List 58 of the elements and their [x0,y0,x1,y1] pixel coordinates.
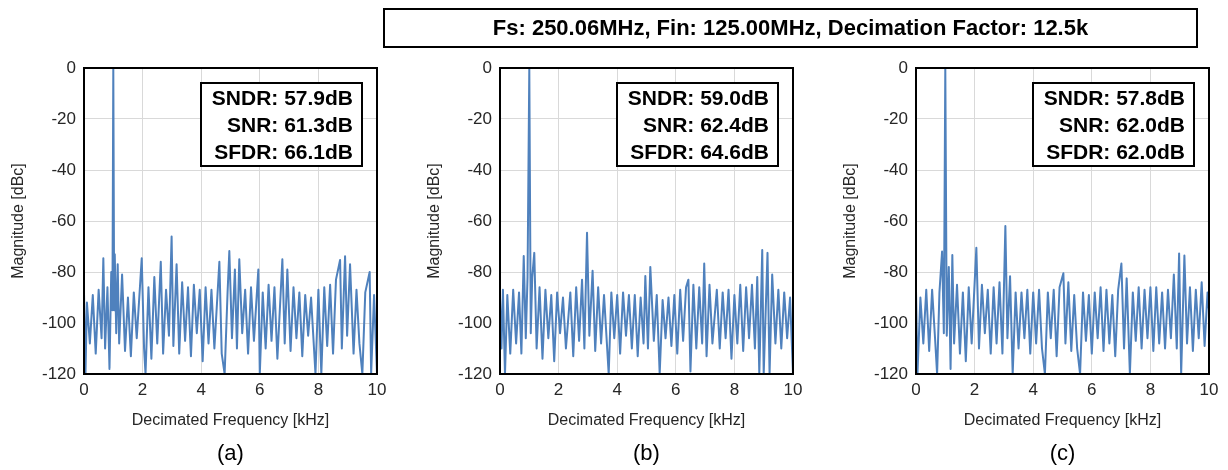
annotation: SNR: 61.3dB [225,112,353,138]
y-tick-label: -20 [467,108,492,128]
y-tick-label: 0 [898,57,908,77]
y-tick-label: -40 [883,159,908,179]
x-tick-label: 6 [671,379,681,399]
annotation: SFDR: 66.1dB [213,139,353,165]
x-tick-label: 8 [729,379,740,399]
x-tick-label: 8 [1145,379,1156,399]
x-tick-label: 4 [196,379,206,399]
y-tick-label: 0 [66,57,76,77]
y-tick-label: -80 [467,261,492,281]
text: (b) [632,440,661,466]
x-tick-label: 4 [612,379,622,399]
y-tick-label: -60 [883,210,908,230]
x-tick-label: 2 [969,379,980,399]
annotation: SFDR: 64.6dB [629,139,769,165]
y-tick-label: -100 [873,312,908,332]
y-tick-label: -20 [51,108,76,128]
x-tick-label: 6 [255,379,265,399]
y-axis-title: Magnitude [dBc] [9,163,27,279]
x-tick-label: 0 [911,379,921,399]
y-tick-label: -100 [41,312,76,332]
annotation: SNR: 62.0dB [1057,112,1185,138]
x-tick-label: 2 [137,379,148,399]
y-tick-label: -120 [41,363,76,383]
y-tick-label: -20 [883,108,908,128]
annotation: SNDR: 57.8dB [1043,85,1185,111]
y-tick-label: -100 [457,312,492,332]
x-tick-label: 10 [783,379,803,399]
y-tick-label: -120 [457,363,492,383]
y-tick-label: -40 [51,159,76,179]
x-tick-label: 0 [495,379,505,399]
text: (a) [216,440,245,466]
x-tick-label: 8 [313,379,324,399]
x-tick-label: 4 [1028,379,1038,399]
y-axis-title: Magnitude [dBc] [841,163,859,279]
y-tick-label: 0 [482,57,492,77]
y-tick-label: -120 [873,363,908,383]
annotation: SNR: 62.4dB [641,112,769,138]
x-tick-label: 0 [79,379,89,399]
y-tick-label: -80 [51,261,76,281]
text: (c) [1048,440,1077,466]
x-axis-title: Decimated Frequency [kHz] [546,411,747,429]
y-axis-title: Magnitude [dBc] [425,163,443,279]
chart-title: Fs: 250.06MHz, Fin: 125.00MHz, Decimation Factor: 12.5k [383,8,1198,48]
y-tick-label: -60 [467,210,492,230]
x-tick-label: 10 [367,379,387,399]
x-tick-label: 2 [553,379,564,399]
annotation: SNDR: 57.9dB [211,85,353,111]
x-tick-label: 6 [1087,379,1097,399]
x-axis-title: Decimated Frequency [kHz] [130,411,331,429]
annotation: SFDR: 62.0dB [1045,139,1185,165]
y-tick-label: -80 [883,261,908,281]
y-tick-label: -60 [51,210,76,230]
annotation: SNDR: 59.0dB [627,85,769,111]
y-tick-label: -40 [467,159,492,179]
x-axis-title: Decimated Frequency [kHz] [962,411,1163,429]
x-tick-label: 10 [1199,379,1219,399]
